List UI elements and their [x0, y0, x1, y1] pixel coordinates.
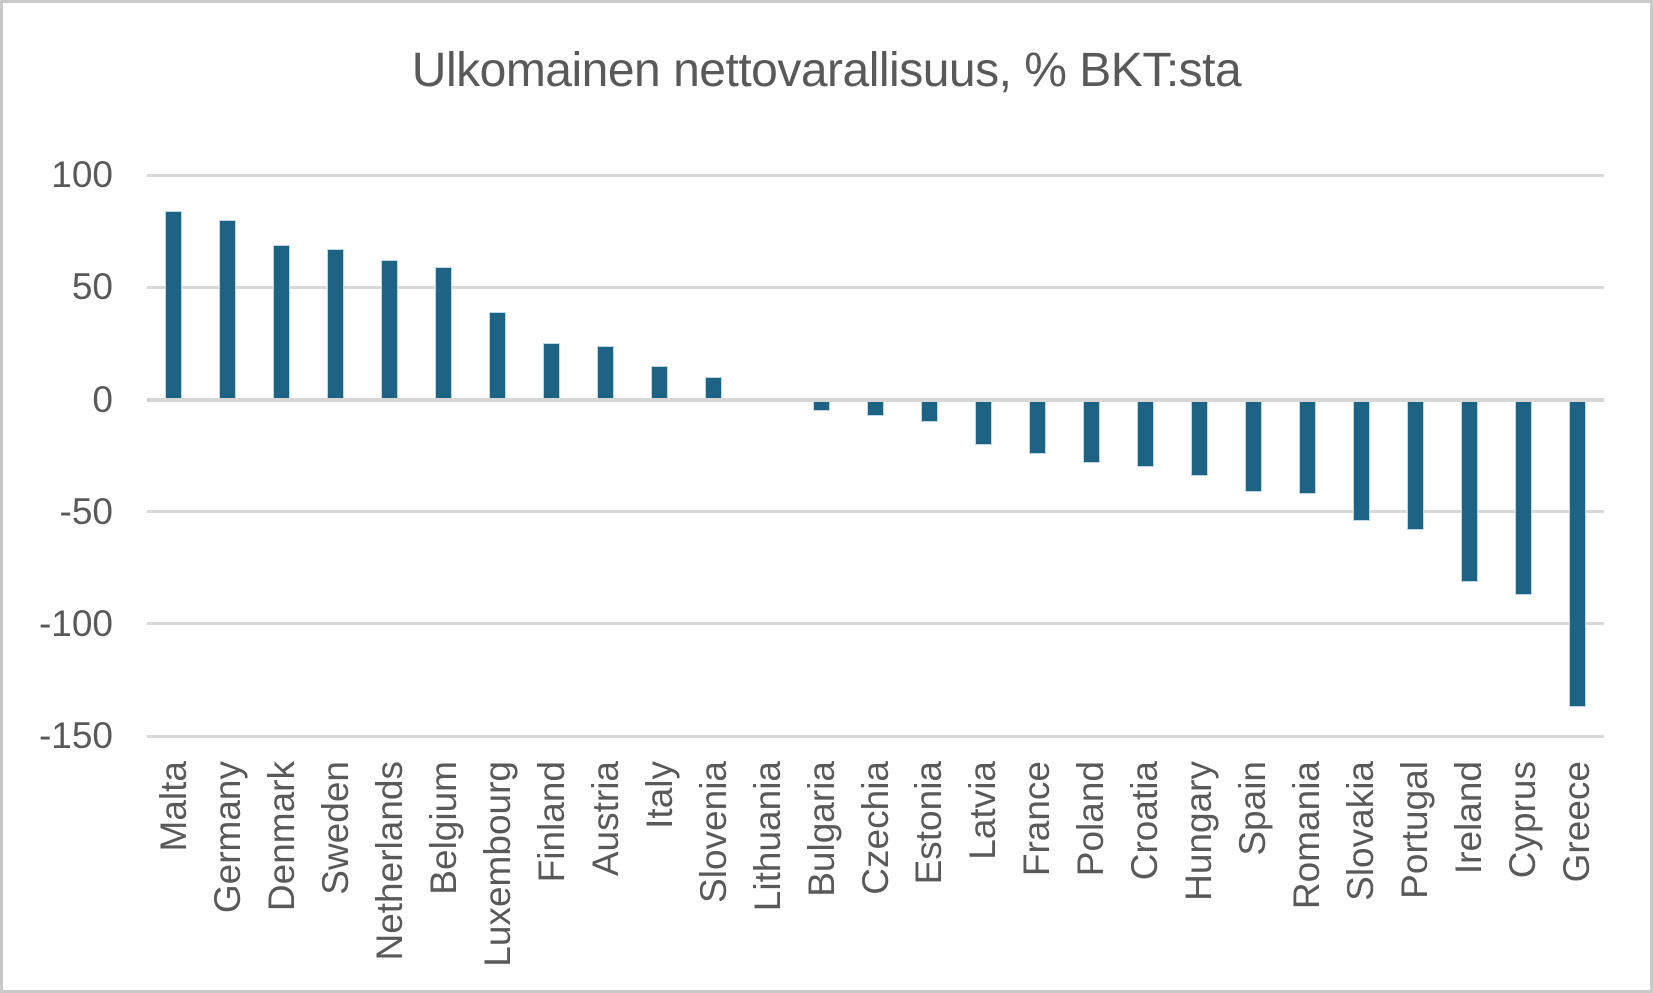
x-label-text: Croatia — [1124, 761, 1166, 881]
x-label-luxembourg: Luxembourg — [476, 761, 518, 990]
x-label-bulgaria: Bulgaria — [800, 761, 842, 990]
bar-greece — [1568, 400, 1586, 708]
zero-axis-line — [147, 398, 1604, 402]
x-label-text: Slovakia — [1340, 761, 1382, 901]
chart-title: Ulkomainen nettovarallisuus, % BKT:sta — [411, 44, 1242, 97]
bar-spain — [1244, 400, 1262, 492]
x-label-malta: Malta — [152, 761, 194, 990]
x-label-text: Cyprus — [1502, 761, 1544, 879]
x-label-text: Czechia — [854, 761, 896, 895]
x-label-text: Malta — [152, 761, 194, 852]
x-label-romania: Romania — [1286, 761, 1328, 990]
x-label-latvia: Latvia — [962, 761, 1004, 990]
x-label-ireland: Ireland — [1448, 761, 1490, 990]
x-label-text: Luxembourg — [476, 761, 518, 967]
x-label-france: France — [1016, 761, 1058, 990]
bar-slovenia — [705, 377, 723, 400]
gridline-50 — [147, 285, 1604, 289]
y-tick-label--150: -150 — [38, 715, 113, 757]
x-label-denmark: Denmark — [260, 761, 302, 990]
gridline--50 — [147, 510, 1604, 514]
x-label-slovakia: Slovakia — [1340, 761, 1382, 990]
x-label-netherlands: Netherlands — [368, 761, 410, 990]
bar-denmark — [273, 244, 291, 400]
x-label-czechia: Czechia — [854, 761, 896, 990]
bar-germany — [219, 219, 237, 400]
x-label-text: Romania — [1286, 761, 1328, 910]
bar-belgium — [435, 267, 453, 400]
x-label-croatia: Croatia — [1124, 761, 1166, 990]
gridline-100 — [147, 173, 1604, 177]
bar-france — [1028, 400, 1046, 454]
x-label-text: Sweden — [314, 761, 356, 895]
x-label-hungary: Hungary — [1178, 761, 1220, 990]
bar-czechia — [867, 400, 884, 416]
x-label-text: Denmark — [260, 761, 302, 912]
x-label-text: Greece — [1556, 761, 1598, 883]
bar-austria — [597, 345, 615, 400]
x-label-text: Portugal — [1394, 761, 1436, 899]
bar-malta — [165, 211, 183, 400]
bar-portugal — [1406, 400, 1424, 531]
bar-sweden — [327, 249, 345, 400]
x-label-text: Poland — [1070, 761, 1112, 877]
x-label-text: Latvia — [962, 761, 1004, 860]
x-label-text: Hungary — [1178, 761, 1220, 901]
x-label-text: Finland — [530, 761, 572, 883]
x-label-slovenia: Slovenia — [692, 761, 734, 990]
bar-ireland — [1460, 400, 1478, 582]
bar-cyprus — [1514, 400, 1532, 596]
x-label-text: Slovenia — [692, 761, 734, 903]
bar-romania — [1298, 400, 1316, 495]
x-label-austria: Austria — [584, 761, 626, 990]
x-label-text: Lithuania — [746, 761, 788, 912]
x-label-text: Germany — [206, 761, 248, 914]
x-label-germany: Germany — [206, 761, 248, 990]
bar-poland — [1082, 400, 1100, 463]
x-label-portugal: Portugal — [1394, 761, 1436, 990]
x-label-greece: Greece — [1556, 761, 1598, 990]
gridline--150 — [147, 734, 1604, 738]
x-label-text: Austria — [584, 761, 626, 877]
x-label-text: Ireland — [1448, 761, 1490, 875]
y-tick-label--50: -50 — [59, 490, 113, 532]
x-label-spain: Spain — [1232, 761, 1274, 990]
plot-area: 100 50 0 -50 -100 -150 Malta Germany Denmark Swed… — [3, 3, 1650, 990]
x-label-belgium: Belgium — [422, 761, 464, 990]
bar-latvia — [974, 400, 992, 445]
gridline--100 — [147, 622, 1604, 626]
bar-estonia — [920, 400, 938, 423]
x-label-text: Bulgaria — [800, 761, 842, 897]
x-label-text: France — [1016, 761, 1058, 877]
y-tick-label-0: 0 — [92, 378, 113, 420]
x-label-text: Netherlands — [368, 761, 410, 961]
y-tick-label-100: 100 — [51, 154, 113, 196]
x-label-cyprus: Cyprus — [1502, 761, 1544, 990]
x-label-finland: Finland — [530, 761, 572, 990]
x-label-text: Belgium — [422, 761, 464, 895]
bar-hungary — [1190, 400, 1208, 477]
x-label-estonia: Estonia — [908, 761, 950, 990]
x-label-text: Italy — [638, 761, 680, 829]
x-label-sweden: Sweden — [314, 761, 356, 990]
bar-finland — [543, 343, 561, 400]
x-label-text: Spain — [1232, 761, 1274, 856]
y-tick-label-50: 50 — [71, 266, 113, 308]
x-label-text: Estonia — [908, 761, 950, 885]
x-label-lithuania: Lithuania — [746, 761, 788, 990]
y-tick-label--100: -100 — [38, 602, 113, 644]
bar-italy — [651, 365, 669, 400]
bar-croatia — [1136, 400, 1154, 468]
x-label-poland: Poland — [1070, 761, 1112, 990]
x-label-italy: Italy — [638, 761, 680, 990]
bar-luxembourg — [489, 311, 507, 400]
bar-netherlands — [381, 260, 399, 400]
bar-slovakia — [1352, 400, 1370, 522]
